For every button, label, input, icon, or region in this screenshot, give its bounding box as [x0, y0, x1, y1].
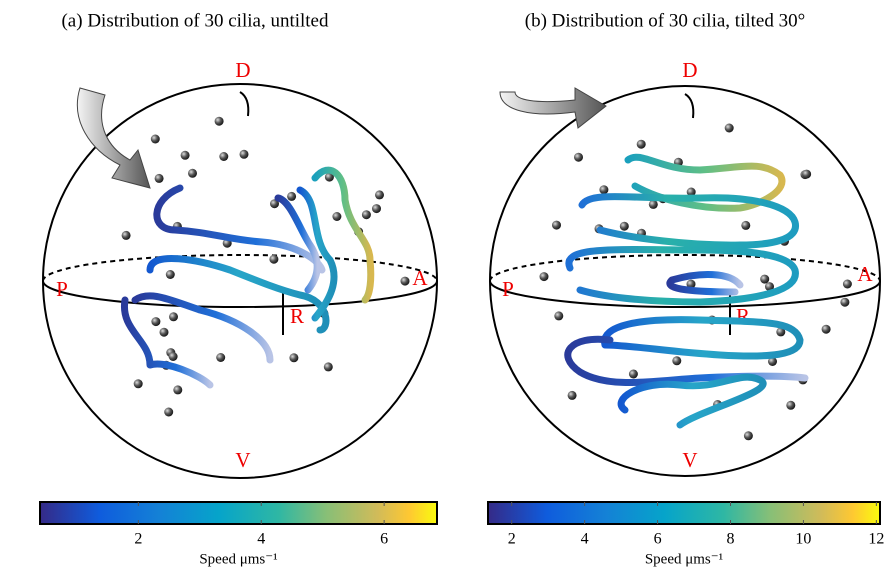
- basal-body: [151, 317, 161, 327]
- orientation-label: V: [235, 448, 250, 472]
- colorbar-label: Speed μms⁻¹: [199, 551, 277, 567]
- orientation-label: R: [290, 304, 304, 328]
- basal-body: [628, 369, 638, 379]
- basal-body: [840, 297, 850, 307]
- basal-body: [164, 407, 174, 417]
- basal-body: [552, 220, 561, 230]
- basal-body: [574, 152, 583, 162]
- basal-body: [648, 199, 658, 209]
- cilia: [564, 153, 809, 429]
- tick-label: 2: [134, 531, 142, 548]
- equator-back: [489, 254, 881, 282]
- basal-body: [165, 270, 175, 279]
- basal-body: [765, 282, 774, 292]
- basal-body: [636, 139, 646, 149]
- basal-body: [219, 152, 229, 161]
- basal-body: [214, 116, 224, 126]
- plots: (a) Distribution of 30 cilia, untilted D V…: [39, 10, 884, 567]
- basal-body: [121, 230, 131, 240]
- basal-body: [239, 149, 249, 159]
- panel-title: (b) Distribution of 30 cilia, tilted 30°: [525, 10, 805, 31]
- cilia: [120, 166, 375, 389]
- tick-label: 4: [257, 531, 265, 548]
- basal-body: [760, 274, 770, 284]
- tick-label: 4: [581, 531, 589, 548]
- basal-body: [743, 431, 753, 441]
- basal-body: [375, 190, 384, 200]
- orientation-label: P: [56, 277, 68, 301]
- basal-body: [270, 199, 279, 209]
- basal-body: [686, 187, 696, 197]
- basal-body: [168, 352, 178, 361]
- basal-body: [821, 324, 831, 334]
- basal-body: [539, 272, 549, 282]
- basal-body: [133, 379, 143, 389]
- tick-label: 10: [795, 531, 811, 548]
- basal-body: [188, 168, 197, 178]
- basal-body: [361, 210, 371, 220]
- basal-body: [323, 362, 333, 372]
- equator-front: [42, 280, 438, 308]
- basal-body: [154, 173, 164, 183]
- tick-label: 8: [726, 531, 734, 548]
- tick-label: 6: [654, 531, 662, 548]
- equator-back: [42, 254, 438, 282]
- basal-body: [686, 279, 696, 289]
- basal-body: [599, 185, 609, 195]
- basal-body: [169, 312, 178, 322]
- basal-body: [289, 353, 299, 363]
- basal-body: [173, 385, 183, 395]
- basal-body: [372, 204, 381, 214]
- rotation-arrow: [499, 87, 607, 129]
- orientation-label: D: [682, 58, 697, 82]
- sphere: [489, 85, 881, 477]
- pole-mark: [239, 91, 250, 117]
- basal-body: [150, 134, 160, 144]
- basal-body: [180, 150, 190, 160]
- orientation-label: P: [502, 277, 514, 301]
- basal-body: [802, 169, 812, 179]
- orientation-label: D: [235, 58, 250, 82]
- orientation-label: V: [682, 448, 697, 472]
- pole-mark: [684, 93, 695, 119]
- colorbar-label: Speed μms⁻¹: [645, 551, 723, 567]
- basal-body: [287, 191, 297, 201]
- orientation-label: A: [412, 266, 428, 290]
- basal-body: [741, 220, 751, 230]
- basal-body: [554, 311, 564, 321]
- basal-body: [216, 353, 226, 362]
- basal-body: [619, 221, 629, 231]
- basal-body: [786, 400, 796, 410]
- basal-body: [324, 172, 334, 182]
- tick-label: 6: [380, 531, 388, 548]
- basal-body: [567, 390, 577, 400]
- basal-body: [332, 212, 342, 221]
- basal-body: [724, 123, 734, 133]
- basal-body: [269, 254, 279, 264]
- basal-body: [400, 276, 410, 286]
- basal-body: [672, 356, 682, 366]
- basal-body: [159, 327, 169, 337]
- basal-body: [842, 279, 852, 289]
- tick-label: 12: [868, 531, 884, 548]
- equator-front: [489, 280, 881, 308]
- colorbar: [39, 501, 438, 525]
- basal-body: [768, 357, 777, 366]
- basal-body: [776, 327, 786, 337]
- panel-title: (a) Distribution of 30 cilia, untilted: [61, 10, 329, 31]
- colorbar: [487, 501, 881, 525]
- tick-label: 2: [508, 531, 516, 548]
- orientation-label: A: [857, 262, 873, 286]
- rotation-arrow: [76, 87, 151, 189]
